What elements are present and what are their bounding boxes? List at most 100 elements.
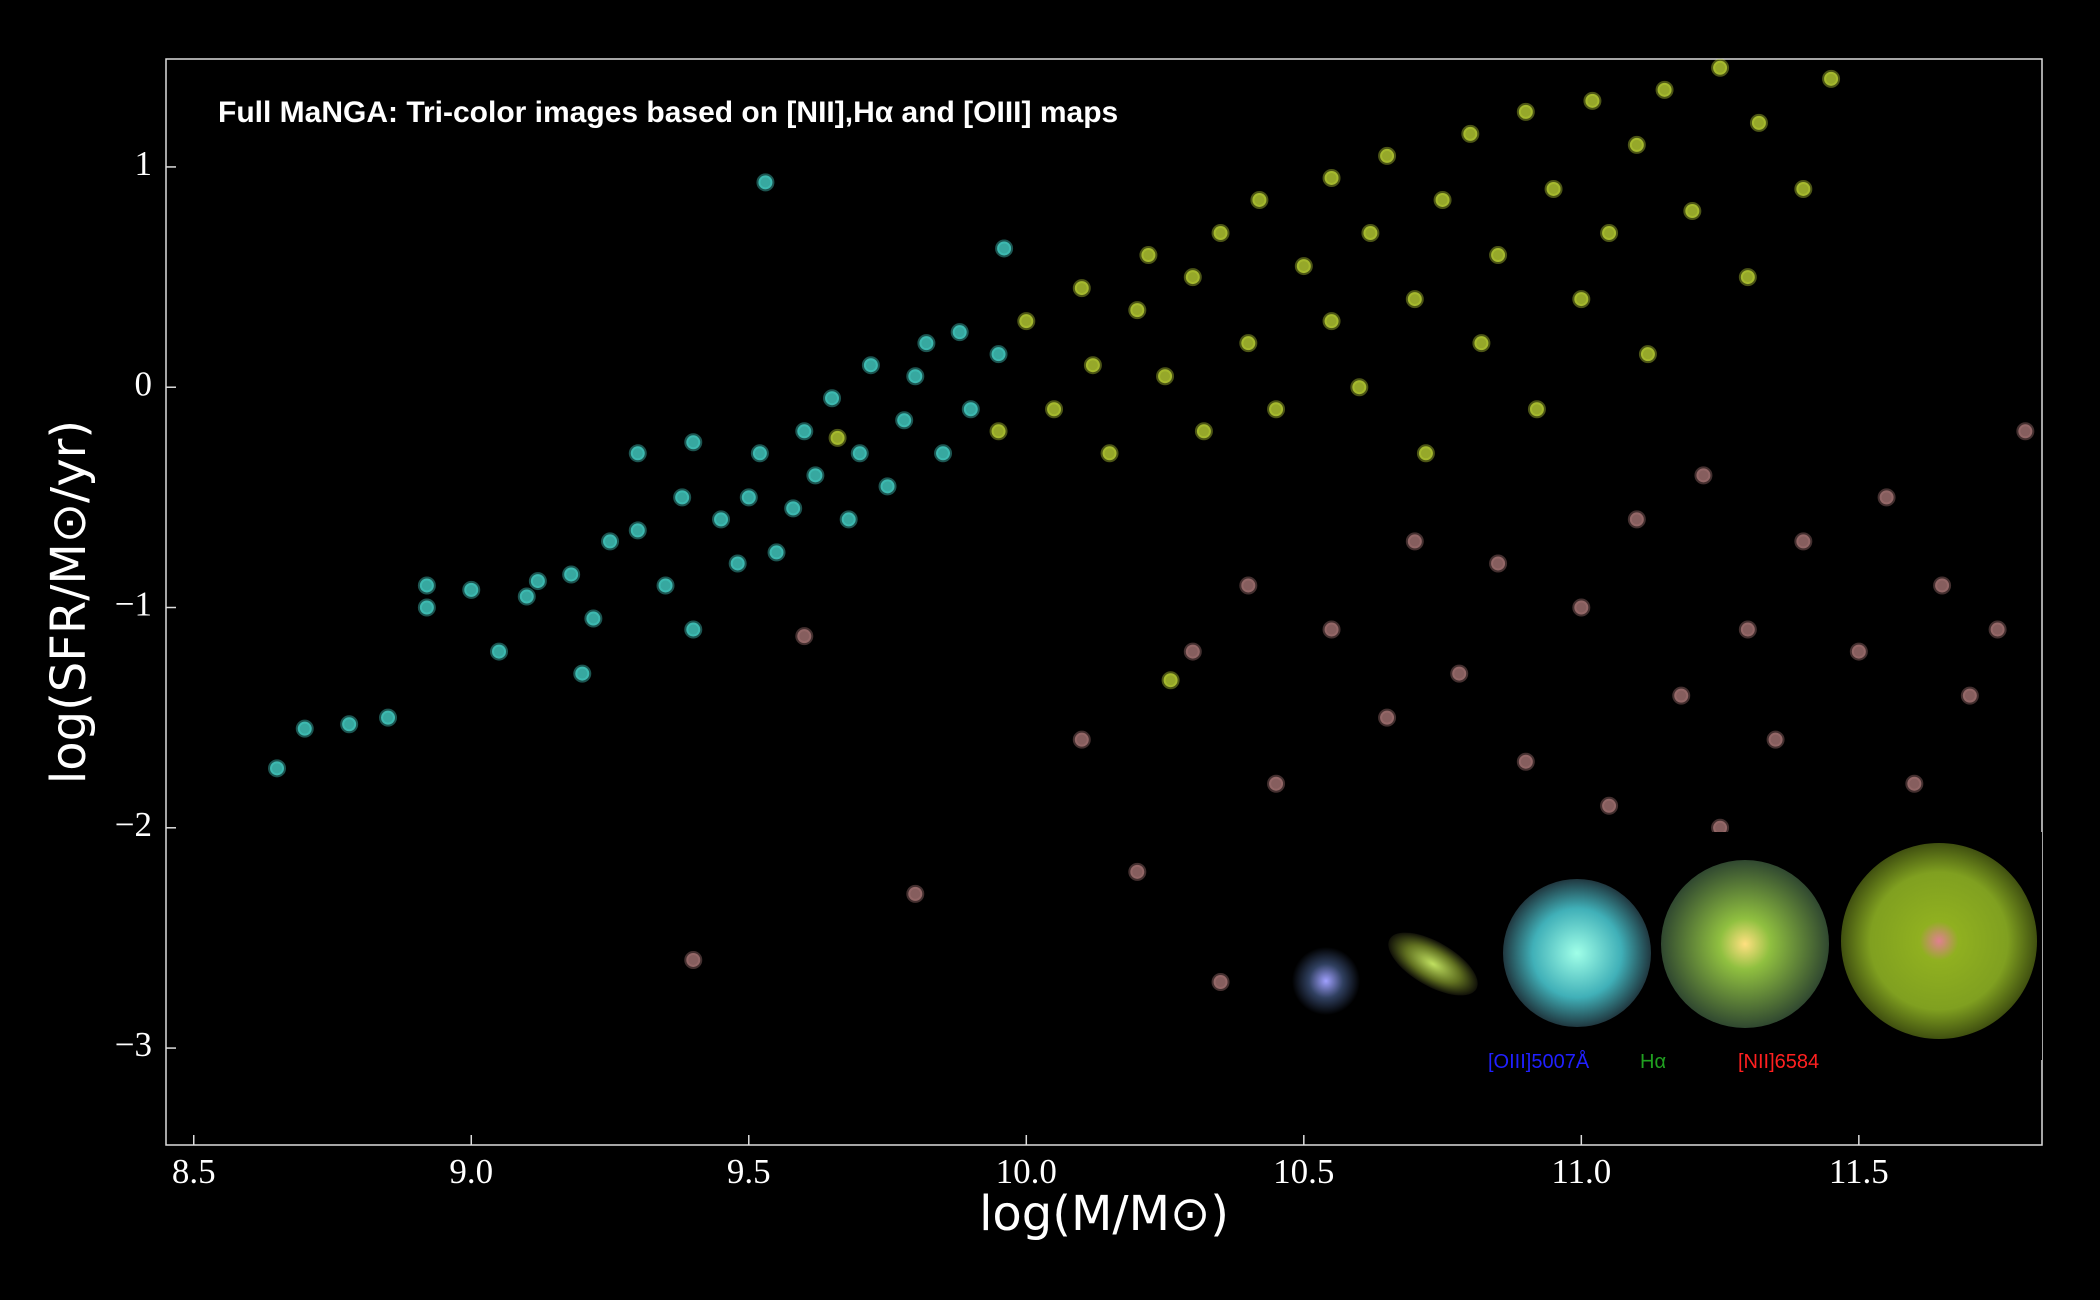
galaxy-point — [1905, 774, 1924, 793]
galaxy-point — [850, 444, 869, 463]
galaxy-point — [1072, 279, 1091, 298]
galaxy-point — [1183, 268, 1202, 287]
galaxy-point — [1461, 124, 1480, 143]
galaxy-point — [573, 664, 592, 683]
inset-galaxy — [1661, 860, 1829, 1028]
galaxy-point — [989, 422, 1008, 441]
galaxy-point — [1017, 312, 1036, 331]
y-tick-label: −2 — [115, 805, 152, 844]
galaxy-point — [1738, 268, 1757, 287]
galaxy-point — [1239, 334, 1258, 353]
galaxy-point — [462, 580, 481, 599]
galaxy-point — [795, 627, 814, 646]
galaxy-point — [379, 708, 398, 727]
galaxy-point — [784, 499, 803, 518]
inset-galaxy — [1292, 947, 1360, 1015]
galaxy-point — [906, 367, 925, 386]
galaxy-point — [728, 554, 747, 573]
galaxy-point — [1100, 444, 1119, 463]
galaxy-point — [1294, 257, 1313, 276]
galaxy-point — [1600, 796, 1619, 815]
galaxy-point — [1544, 179, 1563, 198]
galaxy-point — [1472, 334, 1491, 353]
galaxy-point — [1267, 774, 1286, 793]
y-tick-label: −3 — [115, 1025, 152, 1064]
galaxy-point — [490, 642, 509, 661]
galaxy-point — [1960, 686, 1979, 705]
galaxy-point — [1416, 444, 1435, 463]
galaxy-point — [1572, 598, 1591, 617]
galaxy-point — [839, 510, 858, 529]
galaxy-point — [878, 477, 897, 496]
galaxy-point — [417, 576, 436, 595]
inset-label: Hα — [1640, 1051, 1666, 1073]
galaxy-point — [1877, 488, 1896, 507]
inset-galaxy — [1841, 843, 2037, 1039]
galaxy-point — [739, 488, 758, 507]
galaxy-point — [1128, 301, 1147, 320]
galaxy-point — [1794, 179, 1813, 198]
galaxy-point — [562, 565, 581, 584]
galaxy-point — [806, 466, 825, 485]
galaxy-point — [950, 323, 969, 342]
galaxy-point — [528, 572, 547, 591]
galaxy-point — [1161, 671, 1180, 690]
galaxy-point — [767, 543, 786, 562]
galaxy-point — [1527, 400, 1546, 419]
galaxy-point — [1239, 576, 1258, 595]
galaxy-point — [1211, 224, 1230, 243]
inset — [1272, 832, 2042, 1060]
galaxy-point — [917, 334, 936, 353]
galaxy-point — [1450, 664, 1469, 683]
galaxy-point — [2016, 422, 2035, 441]
galaxy-point — [1627, 510, 1646, 529]
galaxy-point — [1211, 972, 1230, 991]
galaxy-point — [1267, 400, 1286, 419]
galaxy-point — [895, 411, 914, 430]
galaxy-point — [1672, 686, 1691, 705]
galaxy-point — [1378, 708, 1397, 727]
galaxy-point — [1405, 290, 1424, 309]
galaxy-point — [268, 759, 287, 778]
galaxy-point — [1322, 168, 1341, 187]
x-tick-label: 11.0 — [1551, 1152, 1611, 1191]
galaxy-point — [961, 400, 980, 419]
galaxy-point — [1749, 113, 1768, 132]
x-axis-label: log(M/M⊙) — [979, 1186, 1229, 1242]
galaxy-point — [1711, 58, 1730, 77]
galaxy-point — [823, 389, 842, 408]
galaxy-point — [1489, 554, 1508, 573]
chart-title: Full MaNGA: Tri-color images based on [N… — [218, 96, 1118, 129]
x-tick-label: 10.5 — [1273, 1152, 1334, 1191]
galaxy-point — [1572, 290, 1591, 309]
galaxy-point — [906, 884, 925, 903]
galaxy-point — [1378, 146, 1397, 165]
inset-galaxy — [1388, 932, 1478, 996]
galaxy-point — [861, 356, 880, 375]
galaxy-point — [1128, 862, 1147, 881]
galaxy-point — [756, 173, 775, 192]
galaxy-point — [795, 422, 814, 441]
galaxy-point — [750, 444, 769, 463]
y-tick-label: 0 — [135, 364, 153, 403]
y-tick-label: −1 — [115, 585, 152, 624]
galaxy-point — [656, 576, 675, 595]
y-axis-label: log(SFR/M⊙/yr) — [41, 420, 97, 784]
galaxy-point — [1250, 190, 1269, 209]
galaxy-point — [1516, 752, 1535, 771]
galaxy-point — [684, 433, 703, 452]
galaxy-point — [628, 521, 647, 540]
inset-label: [OIII]5007Å — [1488, 1050, 1590, 1073]
galaxy-point — [1794, 532, 1813, 551]
galaxy-point — [1194, 422, 1213, 441]
galaxy-point — [517, 587, 536, 606]
galaxy-point — [1361, 224, 1380, 243]
galaxy-point — [1988, 620, 2007, 639]
inset-label: [NII]6584 — [1738, 1051, 1819, 1073]
galaxy-point — [1489, 246, 1508, 265]
galaxy-point — [601, 532, 620, 551]
galaxy-point — [1627, 135, 1646, 154]
x-tick-label: 9.5 — [727, 1152, 771, 1191]
